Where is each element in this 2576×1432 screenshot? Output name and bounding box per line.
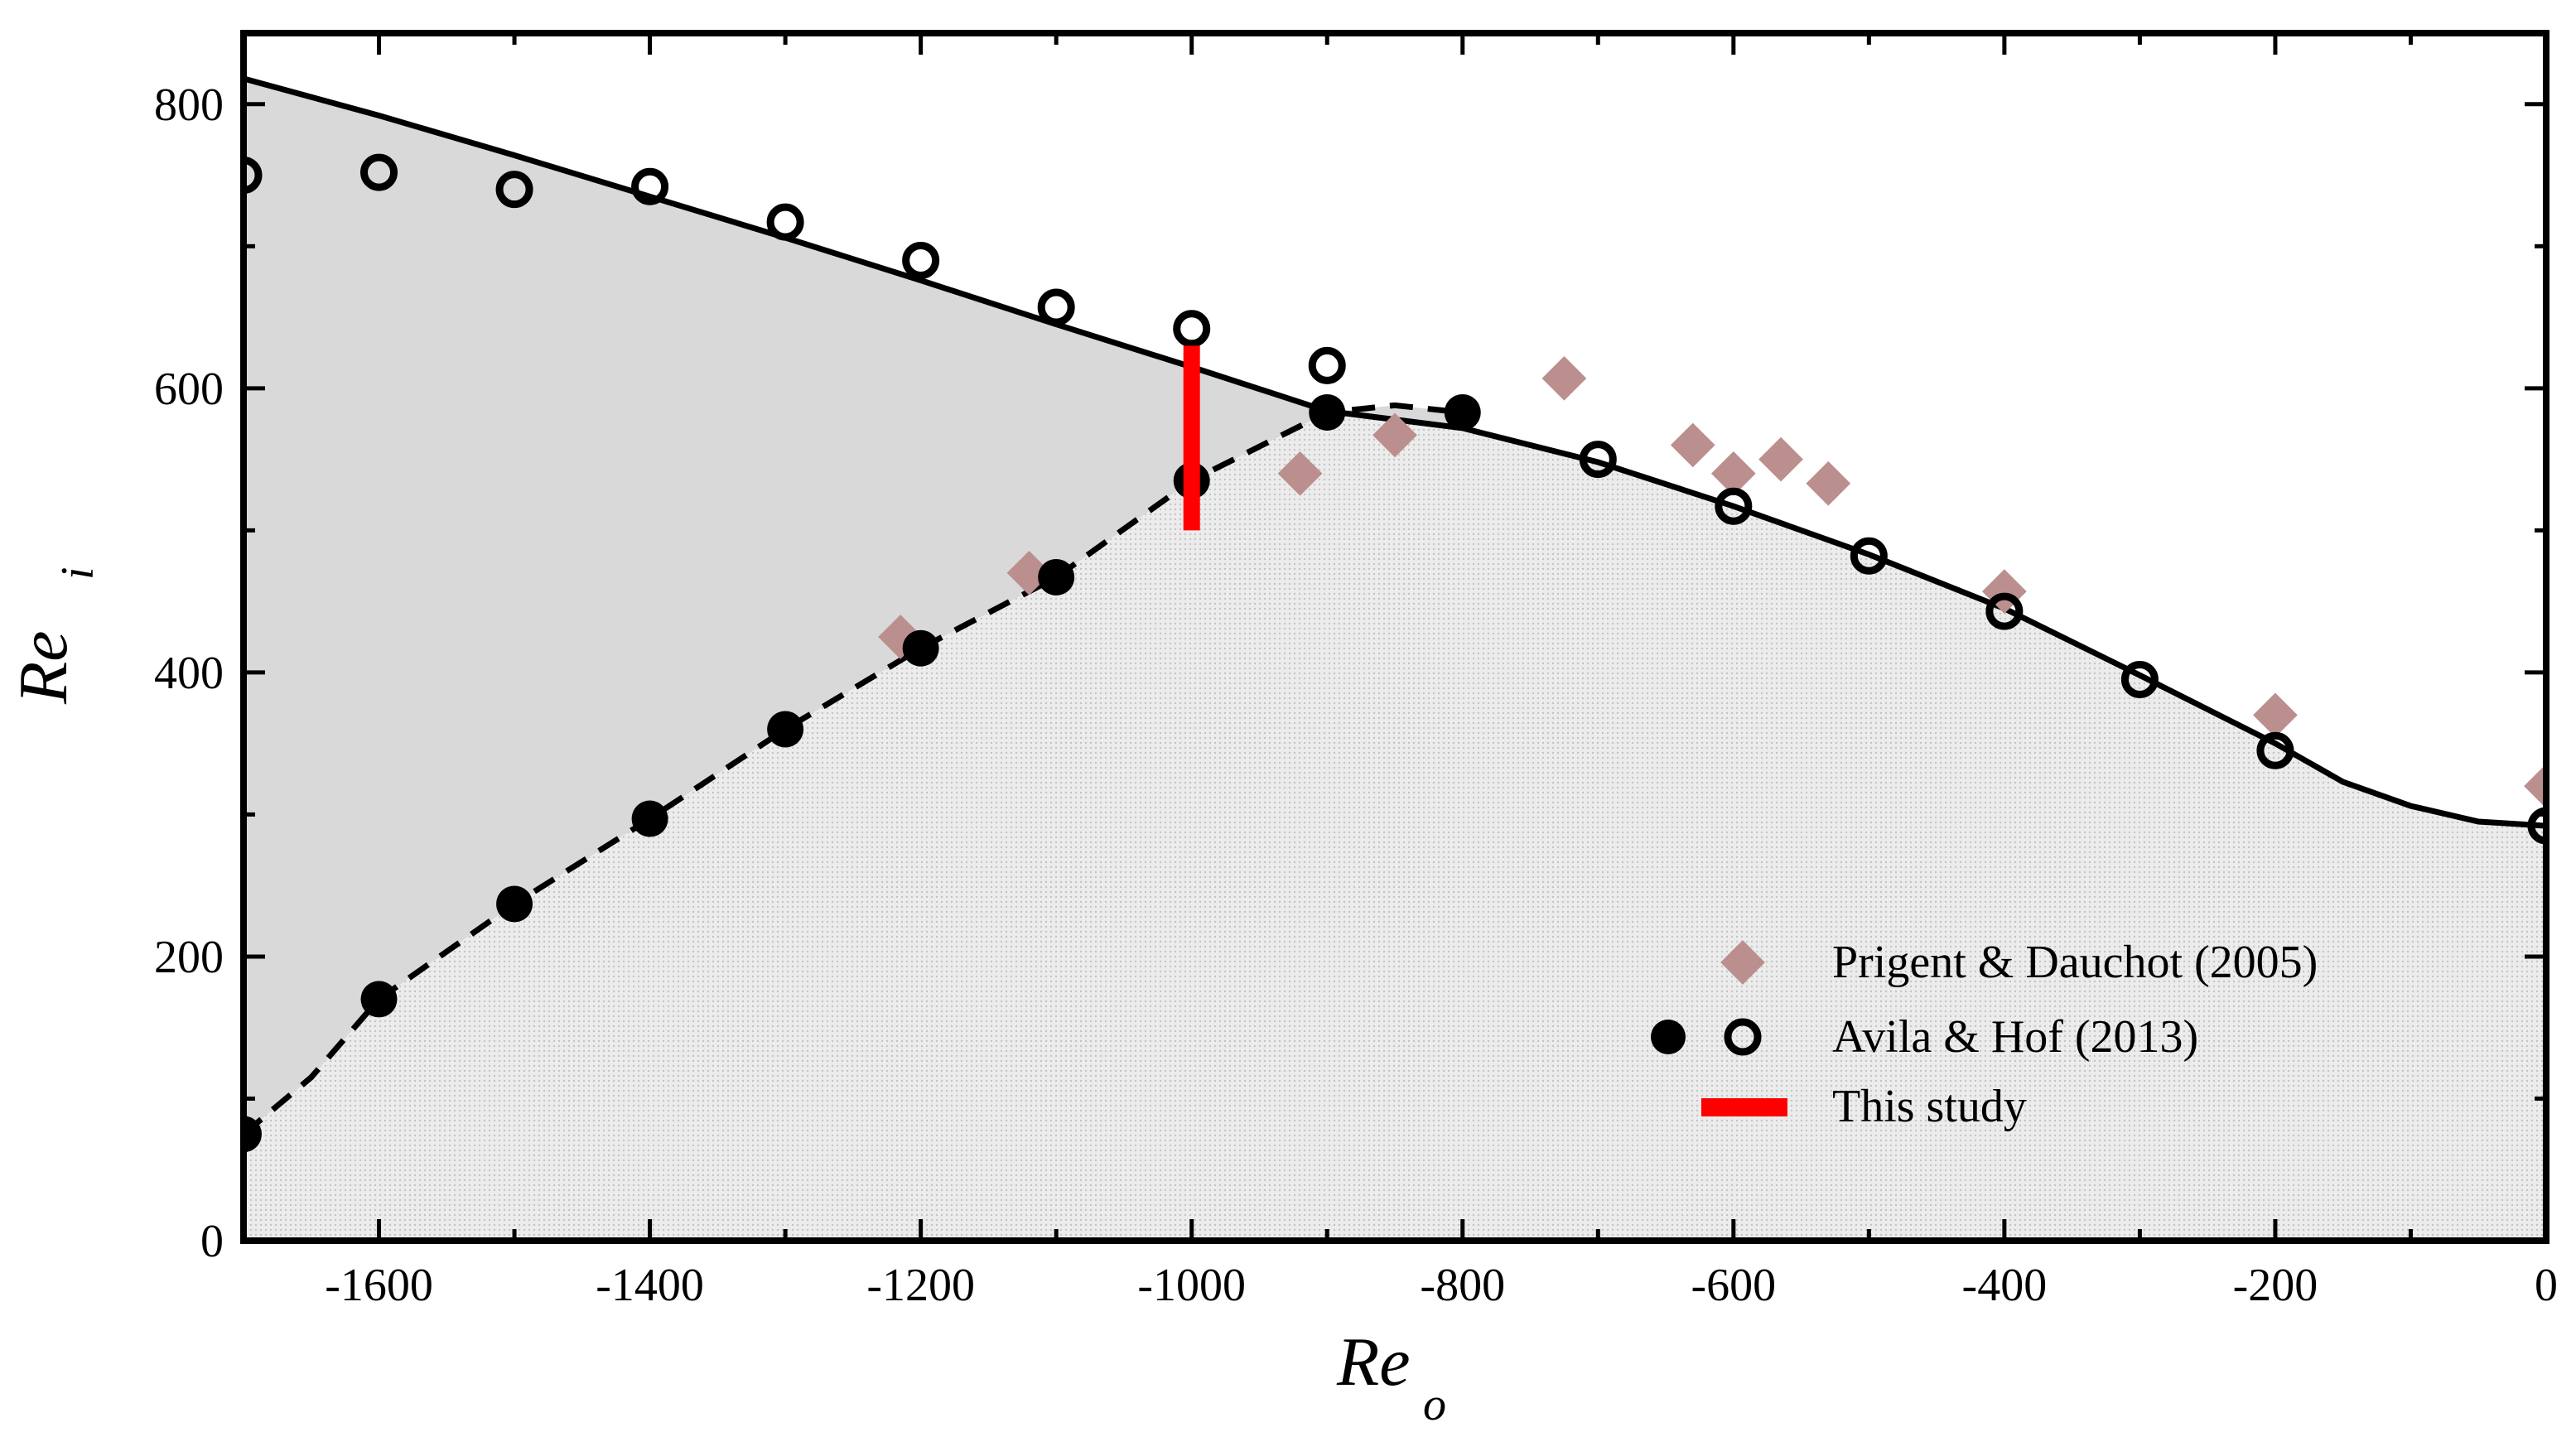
avila-hof-open-point [2256, 731, 2294, 769]
legend-open-circle-icon [1724, 1018, 1762, 1056]
x-axis-label: Re [1336, 1324, 1411, 1401]
prigent-dauchot-point [1806, 460, 1851, 506]
avila-hof-open-point [1173, 310, 1211, 348]
avila-hof-filled-point [1444, 393, 1481, 431]
hysteresis-region [244, 78, 1463, 1135]
y-axis-title: Re i [5, 567, 104, 705]
avila-hof-open-point [1715, 487, 1753, 525]
x-tick-label: -200 [2233, 1260, 2318, 1311]
prigent-dauchot-point [1758, 436, 1803, 482]
avila-hof-filled-point [1038, 558, 1075, 595]
upper-stability-curve [244, 75, 2546, 829]
x-tick-label: -1400 [596, 1260, 704, 1311]
plot-area [244, 75, 2546, 1241]
avila-hof-filled-point [1309, 393, 1346, 431]
avila-hof-open-point [1985, 592, 2024, 630]
axis-tick-labels: -1600 -1400 -1200 -1000 -800 -600 -400 -200 0 0 20… [154, 80, 2558, 1311]
y-tick-label: 0 [200, 1216, 224, 1267]
y-tick-label: 200 [154, 932, 224, 983]
avila-hof-open-point [244, 157, 263, 195]
legend-this-study-bar-icon [1701, 1098, 1787, 1116]
legend-label-this-study: This study [1832, 1081, 2027, 1132]
avila-hof-open-point [766, 203, 804, 241]
avila-hof-open-point [1579, 441, 1617, 479]
avila-hof-open-point [2527, 807, 2546, 845]
legend-filled-circle-icon [1651, 1020, 1686, 1054]
legend-label-avila: Avila & Hof (2013) [1832, 1011, 2198, 1063]
prigent-dauchot-point [1541, 355, 1587, 401]
x-tick-label: -400 [1962, 1260, 2048, 1311]
axis-ticks [241, 33, 2549, 1243]
y-tick-label: 800 [154, 80, 224, 131]
avila-hof-open-point [902, 241, 940, 279]
legend: Prigent & Dauchot (2005) Avila & Hof (20… [1651, 937, 2318, 1132]
y-axis-label-subscript: i [52, 567, 104, 580]
x-tick-label: -1200 [866, 1260, 975, 1311]
avila-hof-filled-point [360, 981, 398, 1018]
prigent-dauchot-point [2253, 692, 2298, 738]
x-tick-label: -1600 [325, 1260, 433, 1311]
y-tick-label: 400 [154, 648, 224, 699]
avila-hof-filled-point [902, 629, 939, 667]
x-tick-label: -800 [1420, 1260, 1505, 1311]
plot-frame [240, 30, 2549, 1244]
avila-hof-filled-point [496, 885, 533, 923]
avila-hof-open-point [1850, 537, 1888, 575]
avila-hof-filled-point [631, 800, 668, 837]
x-axis-label-subscript: o [1423, 1379, 1446, 1430]
avila-hof-open-point [1308, 346, 1346, 384]
avila-hof-filled-point [767, 711, 804, 748]
x-tick-label: 0 [2535, 1260, 2558, 1311]
x-tick-label: -600 [1691, 1260, 1776, 1311]
avila-hof-open-point [360, 153, 398, 191]
avila-hof-filled-point [244, 1116, 262, 1153]
avila-hof-open-point [2120, 660, 2159, 698]
avila-hof-open-point [495, 171, 533, 209]
prigent-dauchot-point [1670, 422, 1715, 468]
y-tick-label: 600 [154, 364, 224, 415]
x-axis-title: Re o [1336, 1324, 1446, 1430]
avila-hof-open-point [631, 167, 669, 205]
y-axis-label: Re [5, 630, 82, 705]
x-tick-label: -1000 [1137, 1260, 1246, 1311]
legend-label-prigent: Prigent & Dauchot (2005) [1832, 937, 2318, 988]
avila-hof-open-point [1037, 288, 1075, 326]
